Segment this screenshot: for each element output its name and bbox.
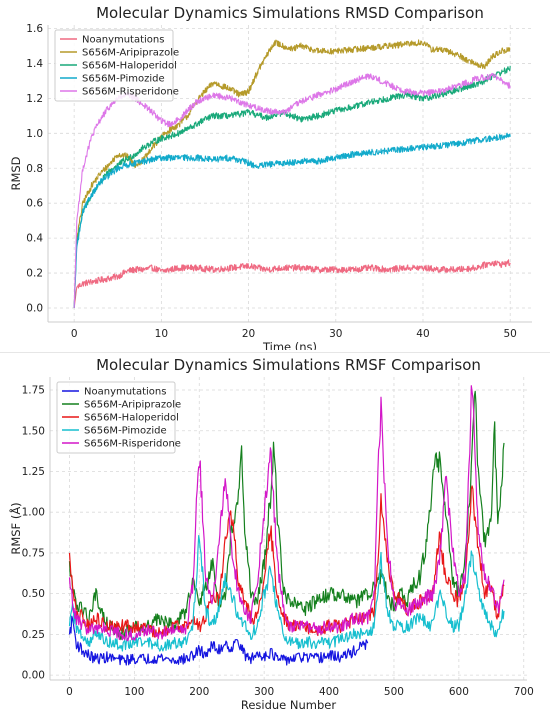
legend-entry: S656M-Risperidone	[84, 439, 181, 450]
series-line-4	[68, 535, 505, 652]
y-tick-label: 1.6	[26, 23, 43, 35]
y-tick-label: 1.00	[22, 507, 45, 519]
y-tick-label: 0.00	[22, 670, 45, 682]
series-line-5	[73, 72, 511, 309]
series-group	[68, 385, 505, 666]
x-axis-label: Residue Number	[241, 698, 337, 711]
legend-entry: S656M-Risperidone	[82, 87, 179, 98]
series-line-1	[73, 259, 511, 309]
y-axis-label: RMSD	[9, 156, 23, 190]
x-tick-label: 500	[384, 686, 404, 698]
legend-entry: Noanymutations	[84, 387, 166, 398]
legend: Noanymutations S656M-Aripiprazole S656M-Ha…	[56, 381, 181, 454]
series-group	[73, 39, 511, 309]
chart-title: Molecular Dynamics Simulations RMSD Comp…	[96, 4, 484, 22]
legend-entry: S656M-Aripiprazole	[82, 48, 179, 59]
y-tick-label: 1.0	[26, 128, 43, 140]
rmsd-chart: Molecular Dynamics Simulations RMSD Comp…	[9, 4, 532, 350]
x-tick-label: 40	[416, 328, 429, 340]
series-line-5	[68, 385, 505, 642]
y-tick-label: 1.4	[26, 58, 43, 70]
x-tick-label: 50	[504, 328, 517, 340]
legend-box	[56, 381, 176, 454]
legend-entry: Noanymutations	[82, 35, 164, 46]
chart-divider	[0, 352, 550, 353]
legend-entry: S656M-Haloperidol	[82, 61, 177, 72]
x-tick-label: 20	[242, 328, 255, 340]
x-axis-label: Time (ns)	[262, 340, 317, 350]
legend: Noanymutations S656M-Aripiprazole S656M-Ha…	[54, 29, 179, 102]
x-tick-label: 400	[319, 686, 339, 698]
y-tick-label: 0.75	[22, 547, 45, 559]
x-tick-label: 700	[514, 686, 534, 698]
legend-entry: S656M-Pimozide	[84, 426, 167, 437]
y-tick-label: 0.25	[22, 629, 45, 641]
series-line-4	[73, 132, 511, 309]
y-tick-label: 1.2	[26, 93, 43, 105]
chart-title: Molecular Dynamics Simulations RMSF Comp…	[96, 356, 481, 374]
legend-box	[54, 29, 174, 102]
x-tick-label: 30	[329, 328, 342, 340]
series-line-1	[68, 615, 369, 666]
y-tick-label: 1.50	[22, 425, 45, 437]
x-tick-label: 300	[254, 686, 274, 698]
legend-entry: S656M-Pimozide	[82, 74, 165, 85]
x-tick-label: 100	[124, 686, 144, 698]
y-tick-label: 0.4	[26, 233, 43, 245]
x-tick-label: 600	[449, 686, 469, 698]
y-tick-label: 0.6	[26, 198, 43, 210]
legend-entry: S656M-Aripiprazole	[84, 400, 181, 411]
series-line-3	[68, 485, 505, 638]
series-line-2	[73, 39, 511, 309]
x-tick-label: 200	[189, 686, 209, 698]
y-axis-label: RMSF (Å)	[8, 502, 23, 554]
x-tick-label: 10	[155, 328, 168, 340]
x-tick-label: 0	[71, 328, 78, 340]
y-tick-label: 1.75	[22, 385, 45, 397]
y-tick-label: 0.50	[22, 588, 45, 600]
y-tick-label: 0.0	[26, 303, 43, 315]
y-tick-label: 1.25	[22, 466, 45, 478]
y-tick-label: 0.2	[26, 268, 43, 280]
x-tick-label: 0	[66, 686, 73, 698]
rmsf-chart: Molecular Dynamics Simulations RMSF Comp…	[8, 356, 534, 711]
y-tick-label: 0.8	[26, 163, 43, 175]
legend-entry: S656M-Haloperidol	[84, 413, 179, 424]
